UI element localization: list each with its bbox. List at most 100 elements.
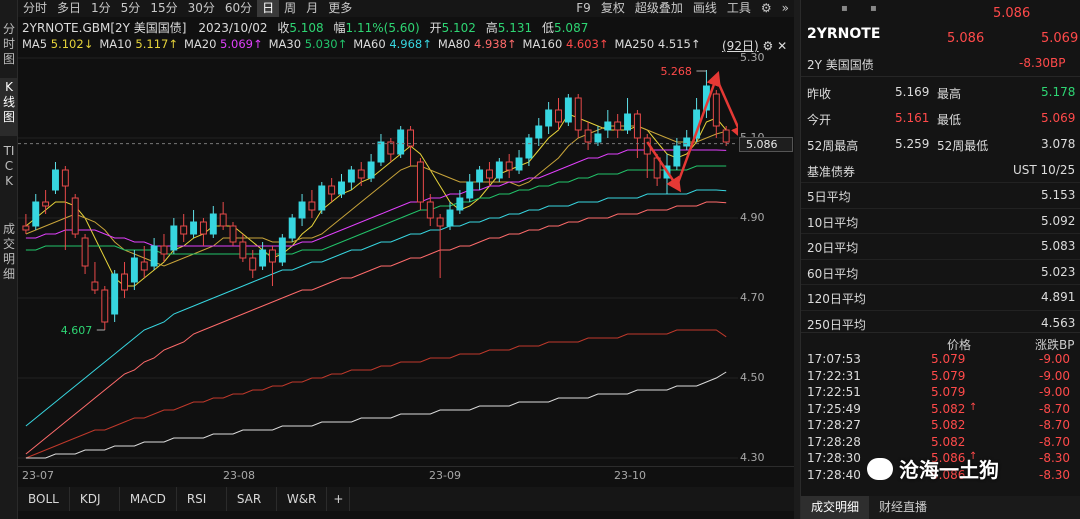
settings-icon[interactable]: ⚙ [760, 1, 772, 15]
pin-icon[interactable]: ▪ ▪ [841, 3, 877, 14]
tab-trade-details[interactable]: 成交明细 [2, 222, 15, 281]
period-60min[interactable]: 60分 [224, 1, 253, 15]
candle-body [209, 213, 217, 235]
draw-line-button[interactable]: 画线 [692, 1, 717, 15]
average-row: 120日平均 4.891 [801, 284, 1080, 309]
tab-tick[interactable]: TICK [3, 144, 15, 188]
period-month[interactable]: 月 [306, 1, 319, 15]
tab-rsi[interactable]: RSI [177, 487, 227, 511]
candle-body [624, 113, 631, 131]
price-a: 5.086 [947, 31, 985, 46]
candle-body [584, 129, 592, 143]
tab-finance-live[interactable]: 财经直播 [879, 500, 928, 514]
tick-row: 17:22:51 5.079 -9.00 [807, 385, 1071, 399]
tab-trade-details-panel[interactable]: 成交明细 [801, 496, 870, 519]
period-more[interactable]: 更多 [328, 1, 353, 15]
adjust-button[interactable]: 复权 [600, 1, 625, 15]
candle-body [416, 161, 424, 203]
ma-line-ma10 [25, 125, 727, 267]
tools-button[interactable]: 工具 [726, 1, 751, 15]
stat-cell: 5.161 [895, 111, 930, 125]
header-price: 5.086 [993, 6, 1031, 21]
candle-body [338, 181, 345, 195]
drawn-arrow [646, 141, 682, 193]
symbol-name: 2YRNOTE.GBM[2Y 美国国债] [22, 21, 187, 35]
candle-body [683, 137, 691, 147]
candle-body [367, 161, 375, 179]
candle-body [288, 217, 296, 239]
tab-kdj[interactable]: KDJ [70, 487, 120, 511]
average-row: 20日平均 5.083 [801, 233, 1080, 258]
candle-body [22, 225, 30, 231]
period-30min[interactable]: 30分 [187, 1, 215, 15]
candle-body [229, 225, 237, 243]
tab-timeshare[interactable]: 分时图 [2, 22, 15, 66]
close-value: 5.108 [289, 21, 324, 35]
kline-chart[interactable]: 5.268 4.607 [18, 50, 738, 466]
y-axis: 5.305.104.904.704.504.305.086 [738, 50, 794, 466]
candle-body [121, 273, 128, 291]
low-value: 5.087 [553, 21, 589, 35]
ma-line-ma160 [25, 329, 727, 459]
candle-body [130, 257, 138, 283]
ma-legend-item: MA80 4.938↑ [437, 37, 517, 51]
days-label[interactable]: (92日) ⚙ ✕ [722, 39, 788, 53]
average-row: 60日平均 5.023 [801, 258, 1080, 284]
period-15min[interactable]: 15分 [150, 1, 178, 15]
candle-body [564, 97, 572, 123]
tab-boll[interactable]: BOLL [18, 487, 70, 511]
candle-body [269, 249, 276, 263]
candle-body [42, 201, 50, 207]
tab-kline[interactable]: K线图 [0, 78, 18, 136]
ma-line-ma20 [25, 149, 727, 247]
y-tick-label: 4.90 [740, 211, 765, 224]
high-value: 5.131 [497, 21, 533, 35]
drawn-arrow [715, 77, 738, 141]
candle-body [357, 169, 365, 179]
watermark: 沧海一土狗 [867, 454, 999, 483]
period-day[interactable]: 日 [257, 0, 280, 17]
ma-line-ma250 [25, 371, 727, 459]
add-indicator-button[interactable]: + [327, 487, 351, 511]
candle-body [249, 257, 257, 271]
candle-body [61, 169, 69, 187]
change-bp: -8.30BP [1019, 56, 1066, 70]
candle-body [190, 221, 198, 235]
period-week[interactable]: 周 [284, 1, 297, 15]
candle-body [397, 129, 405, 155]
stat-cell: 5.178 [1041, 85, 1076, 99]
stat-cell: 5.259 [895, 137, 930, 151]
average-row: 250日平均 4.563 [801, 309, 1080, 335]
stat-cell: 最低 [937, 113, 962, 127]
tab-wr[interactable]: W&R [277, 487, 328, 511]
y-tick-label: 4.50 [740, 371, 765, 384]
x-tick-label: 23-07 [22, 469, 54, 482]
stat-row: 今开 5.161 最低 5.069 [801, 106, 1080, 131]
x-tick-label: 23-10 [614, 469, 646, 482]
period-5min[interactable]: 5分 [120, 1, 141, 15]
candle-body [278, 237, 286, 263]
f9-button[interactable]: F9 [576, 1, 591, 15]
panel-divider[interactable] [794, 0, 800, 519]
period-timeshare[interactable]: 分时 [23, 1, 48, 15]
candle-body [456, 197, 464, 211]
benchmark-row: 基准债券 UST 10/25 [807, 163, 1076, 179]
y-tick-label: 4.30 [740, 451, 765, 464]
overlay-button[interactable]: 超级叠加 [634, 1, 683, 15]
quote-panel: ▪ ▪ 5.086 2YRNOTE 5.086 5.069 2Y 美国国债 -8… [800, 0, 1080, 519]
drawn-arrow [675, 70, 721, 187]
x-tick-label: 23-09 [429, 469, 461, 482]
period-multiday[interactable]: 多日 [57, 1, 82, 15]
candle-body [180, 225, 188, 235]
candle-body [466, 181, 474, 199]
tab-sar[interactable]: SAR [227, 487, 277, 511]
tick-row: 17:28:27 5.082 -8.70 [807, 418, 1071, 432]
stat-cell: 今开 [807, 113, 832, 127]
average-row: 5日平均 5.153 [801, 182, 1080, 207]
candle-body [535, 125, 543, 139]
tab-macd[interactable]: MACD [120, 487, 177, 511]
period-1min[interactable]: 1分 [91, 1, 111, 15]
current-price-label: 5.086 [739, 136, 793, 152]
candle-body [259, 249, 267, 267]
expand-icon[interactable]: » [781, 1, 789, 15]
